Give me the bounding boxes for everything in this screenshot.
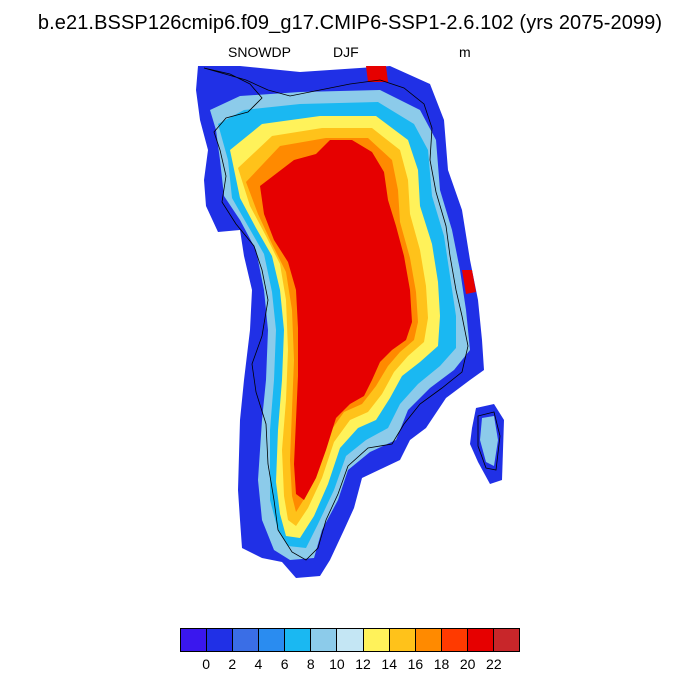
colorbar-swatch <box>233 629 260 651</box>
colorbar-tick-label: 4 <box>254 656 263 672</box>
variable-label: SNOWDP <box>228 44 291 60</box>
colorbar-tick-label: 20 <box>459 656 476 672</box>
red-core <box>260 140 412 500</box>
north-red-spot <box>366 66 388 82</box>
colorbar-tick-label: 6 <box>280 656 289 672</box>
colorbar-swatch <box>389 629 416 651</box>
colorbar-swatch <box>259 629 286 651</box>
colorbar-swatch <box>207 629 234 651</box>
colorbar <box>180 628 520 652</box>
coastline-outline <box>203 67 501 561</box>
colorbar-tick-label: 22 <box>486 656 502 672</box>
colorbar-swatch <box>181 629 208 651</box>
east-coast-red-spot <box>462 270 476 294</box>
colorbar-tick-label: 16 <box>407 656 424 672</box>
colorbar-tick-label: 12 <box>355 656 371 672</box>
colorbar-swatch <box>285 629 312 651</box>
colorbar-tick-label: 2 <box>228 656 237 672</box>
colorbar-swatch <box>467 629 494 651</box>
colorbar-tick-label: 8 <box>306 656 315 672</box>
map-shading-layers <box>196 66 504 578</box>
colorbar-tick-label: 14 <box>381 656 398 672</box>
colorbar-swatch <box>415 629 442 651</box>
colorbar-tick-label: 18 <box>433 656 450 672</box>
plot-title: b.e21.BSSP126cmip6.f09_g17.CMIP6-SSP1-2.… <box>37 12 663 34</box>
colorbar-tick-label: 0 <box>202 656 211 672</box>
colorbar-swatch <box>363 629 390 651</box>
colorbar-swatch <box>311 629 338 651</box>
colorbar-labels: 0 2 4 6 8 10 12 14 16 18 20 22 <box>180 656 520 674</box>
east-island-light <box>480 416 498 466</box>
colorbar-tick-label: 10 <box>329 656 345 672</box>
colorbar-swatch <box>441 629 468 651</box>
colorbar-swatch <box>337 629 364 651</box>
colorbar-swatch <box>493 629 520 651</box>
units-label: m <box>459 44 471 60</box>
season-label: DJF <box>333 44 359 60</box>
greenland-snow-depth-map <box>196 66 504 578</box>
